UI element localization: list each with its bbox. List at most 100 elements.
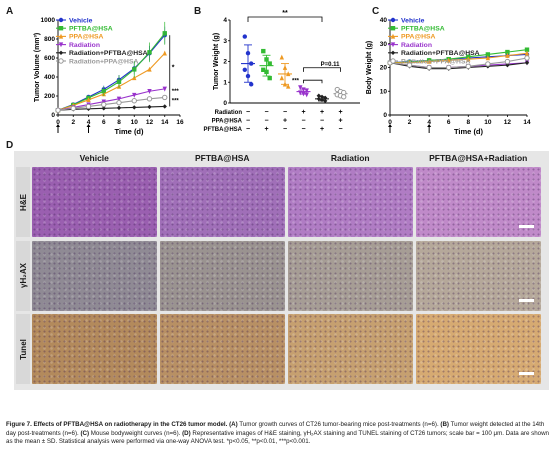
data-point xyxy=(304,92,309,98)
treatment-arrow-head xyxy=(388,124,392,127)
data-point xyxy=(249,82,254,87)
significance-label: *** xyxy=(172,99,180,105)
legend-swatch-marker xyxy=(58,42,64,48)
data-point xyxy=(267,75,272,81)
chart-c-y-tick-label: 40 xyxy=(380,17,388,24)
legend-label: Radiation+PFTBA@HSA xyxy=(401,50,480,57)
data-point xyxy=(282,65,288,70)
treatment-mark: − xyxy=(320,118,324,125)
data-point xyxy=(279,54,284,60)
significance-bracket xyxy=(303,79,323,84)
legend-label: PFTBA@HSA xyxy=(69,26,113,33)
series-line xyxy=(389,49,528,64)
data-point xyxy=(116,105,122,111)
legend-swatch-marker xyxy=(390,58,396,64)
chart-a-y-tick-label: 1000 xyxy=(41,17,56,24)
histology-column-header: Vehicle xyxy=(79,153,109,163)
data-point xyxy=(446,64,452,71)
legend-label: Radiation+PPA@HSA xyxy=(401,58,470,65)
legend-swatch-marker xyxy=(390,50,396,55)
treatment-mark: + xyxy=(320,126,324,133)
treatment-mark: + xyxy=(338,109,342,116)
caption-d-tag: (D) xyxy=(182,429,191,437)
significance-bracket xyxy=(303,67,341,72)
legend-swatch-marker xyxy=(58,33,64,39)
data-point xyxy=(524,60,530,65)
histology-row-label-text: Tunel xyxy=(18,338,28,360)
caption-a-tag: (A) xyxy=(229,421,238,428)
chart-c-x-tick-label: 10 xyxy=(484,119,492,126)
chart-a-x-tick-label: 12 xyxy=(146,119,154,126)
chart-b-y-tick-label: 1 xyxy=(223,79,227,86)
chart-c-x-tick-label: 8 xyxy=(466,119,470,126)
data-point xyxy=(147,104,152,110)
data-point xyxy=(466,56,471,62)
legend-label: Vehicle xyxy=(69,17,93,24)
treatment-mark: + xyxy=(264,126,268,133)
treatment-mark: − xyxy=(338,126,342,133)
data-point xyxy=(286,83,291,89)
treatment-mark: − xyxy=(283,126,287,133)
treatment-mark: − xyxy=(246,118,250,125)
treatment-mark: − xyxy=(301,118,305,125)
caption-lead: Figure 7. Effects of PFTBA@HSA on radiot… xyxy=(6,421,228,428)
histology-row-label: H&E xyxy=(16,167,30,237)
data-point xyxy=(504,58,511,65)
histology-image xyxy=(32,314,157,384)
panel-letter-c: C xyxy=(372,6,380,17)
legend-label: Radiation+PFTBA@HSA xyxy=(69,50,148,57)
chart-a-x-tick-label: 4 xyxy=(87,119,91,126)
histology-image xyxy=(32,240,157,311)
data-point xyxy=(505,52,510,58)
legend-label: PPA@HSA xyxy=(401,34,436,41)
chart-b-y-axis-label: Tumor Weight (g) xyxy=(213,33,220,90)
data-point xyxy=(485,52,491,57)
chart-b-y-tick-label: 2 xyxy=(223,59,227,66)
treatment-row-label: Radiation xyxy=(215,110,243,116)
histology-image xyxy=(32,167,157,237)
treatment-mark: − xyxy=(264,109,268,116)
chart-a-y-tick-label: 0 xyxy=(51,112,55,119)
legend-label: Radiation xyxy=(401,42,432,49)
data-point xyxy=(485,55,491,61)
data-point xyxy=(147,89,152,94)
treatment-mark: − xyxy=(246,109,250,116)
scale-bar xyxy=(518,225,534,228)
series-line xyxy=(57,88,165,111)
data-point xyxy=(131,98,137,104)
series-line xyxy=(390,52,528,64)
histology-row-label-text: H&E xyxy=(18,193,28,211)
data-point xyxy=(524,50,530,56)
data-point xyxy=(86,97,91,102)
legend-label: Radiation xyxy=(69,42,100,49)
data-point xyxy=(279,75,284,81)
chart-a-x-tick-label: 16 xyxy=(176,119,184,126)
data-point xyxy=(465,63,471,70)
treatment-mark: − xyxy=(283,109,287,116)
data-point xyxy=(70,105,76,112)
treatment-arrow-head xyxy=(56,124,60,127)
histology-image xyxy=(288,167,413,237)
caption-c-tag: (C) xyxy=(80,429,90,437)
histology-column-header: Radiation xyxy=(330,153,370,163)
series-line xyxy=(389,57,528,69)
data-point xyxy=(264,69,269,75)
chart-a-y-tick-label: 800 xyxy=(44,36,55,43)
histology-row-label: γH₂AX xyxy=(16,240,30,311)
histology-row-label-text: γH₂AX xyxy=(18,263,28,288)
data-point xyxy=(162,50,167,56)
significance-label: ** xyxy=(282,10,288,17)
histology-image xyxy=(288,314,413,384)
treatment-row-label: PPA@HSA xyxy=(212,119,243,125)
data-point xyxy=(323,95,328,101)
significance-label: *** xyxy=(172,89,180,95)
chart-c-y-axis-label: Body Weight (g) xyxy=(366,41,373,95)
histology-image xyxy=(416,167,541,237)
data-point xyxy=(249,61,254,66)
chart-a-x-tick-label: 6 xyxy=(102,119,106,126)
data-point xyxy=(116,99,122,106)
scale-bar xyxy=(518,298,534,302)
histology-column-header: PFTBA@HSA xyxy=(194,153,250,163)
data-point xyxy=(132,75,137,81)
legend-swatch-marker xyxy=(58,58,64,64)
